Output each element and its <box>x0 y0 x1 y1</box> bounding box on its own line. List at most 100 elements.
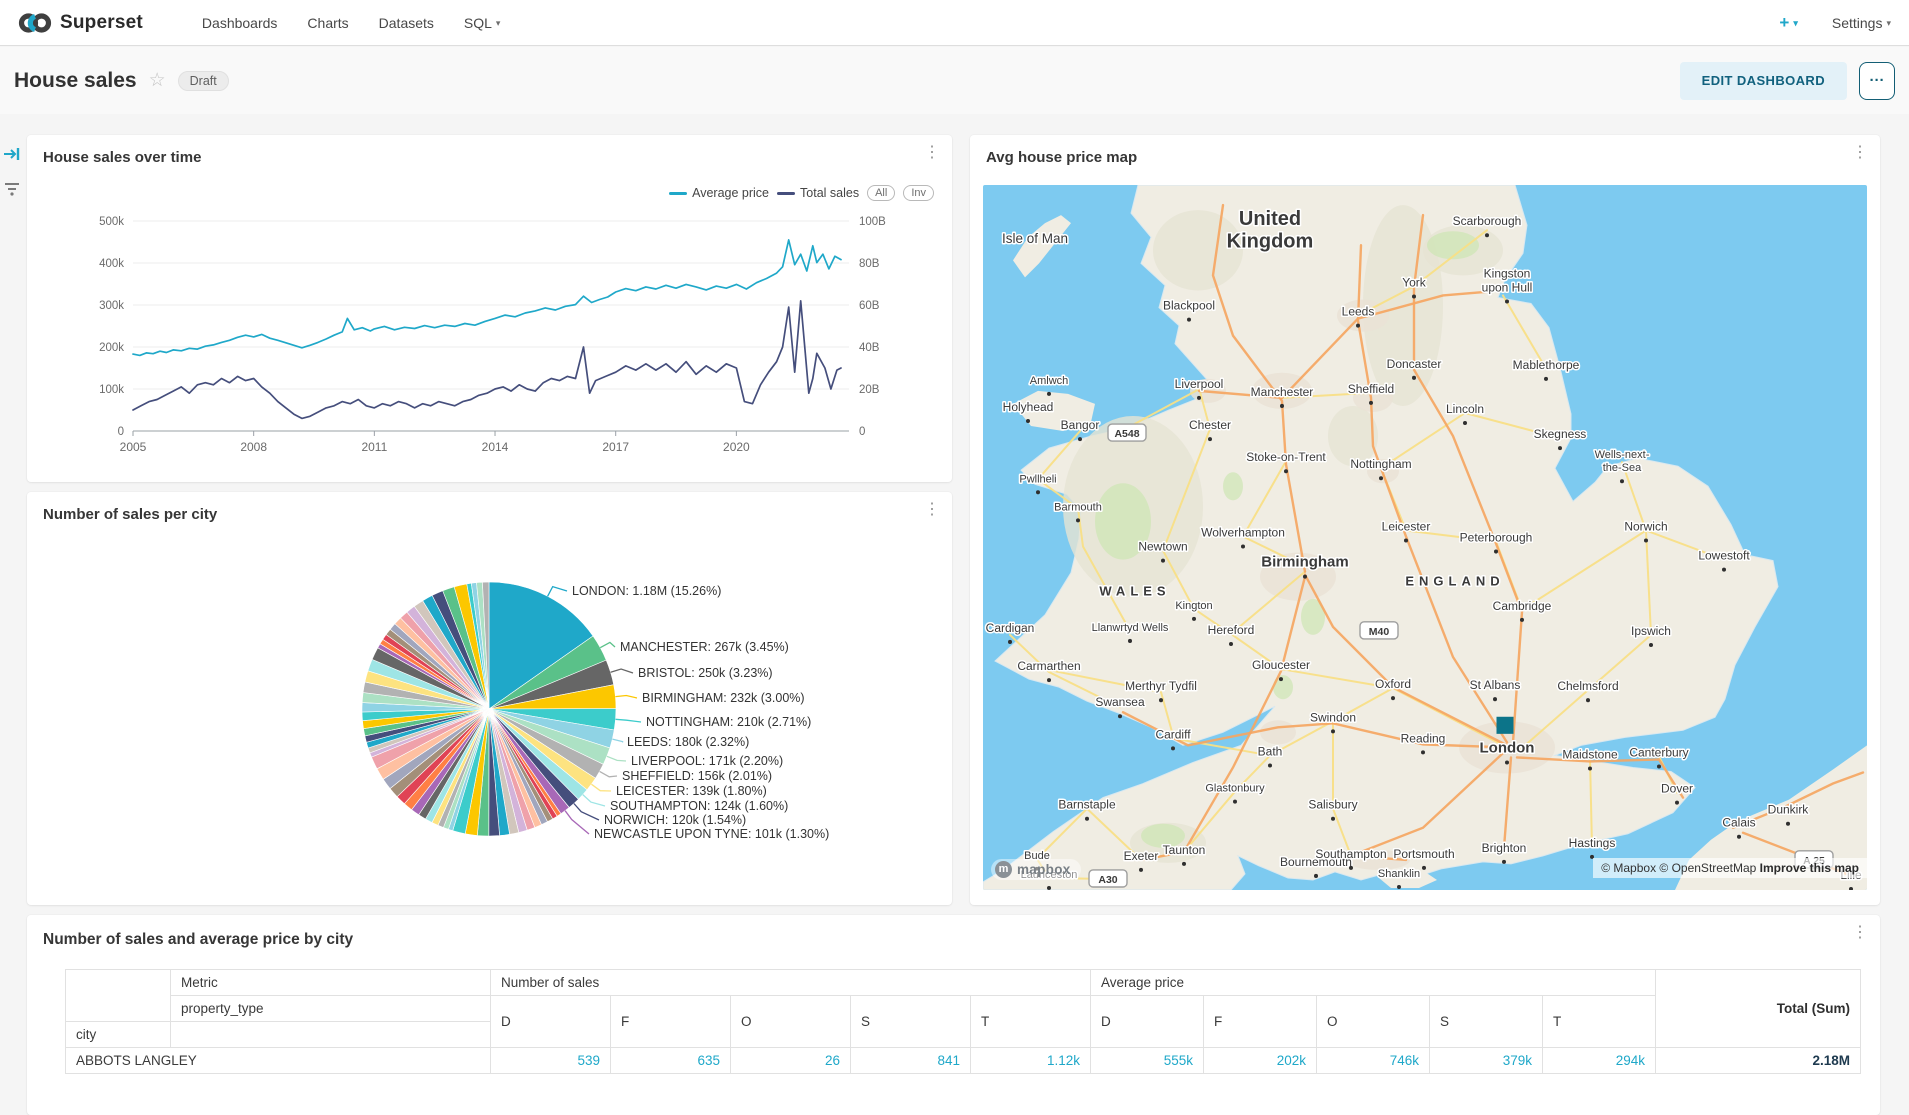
new-item-button[interactable]: + ▾ <box>1779 12 1798 32</box>
col-header-price-s[interactable]: S <box>1429 995 1543 1048</box>
map-label-swindon: Swindon <box>1310 710 1356 724</box>
city-header: city <box>65 1021 171 1048</box>
svg-text:80B: 80B <box>859 258 880 270</box>
map-label-amlwch: Amlwch <box>1030 375 1068 387</box>
total-sum-header: Total (Sum) <box>1655 969 1861 1048</box>
col-header-price-d[interactable]: D <box>1090 995 1204 1048</box>
map-label-maidstone: Maidstone <box>1562 747 1618 761</box>
nav-item-datasets[interactable]: Datasets <box>378 14 434 31</box>
group-header-average-price: Average price <box>1090 969 1656 996</box>
expand-filter-bar-icon[interactable] <box>3 146 25 167</box>
svg-text:2017: 2017 <box>602 440 629 454</box>
chart-card-sales-per-city: Number of sales per city ⋮ LONDON: 1.18M… <box>27 492 952 905</box>
map-price-marker-london[interactable] <box>1496 716 1514 734</box>
svg-text:2011: 2011 <box>361 440 387 454</box>
mapbox-logo-icon: m <box>995 861 1012 878</box>
svg-text:60B: 60B <box>859 300 880 312</box>
map-label-glastonbury: Glastonbury <box>1205 783 1265 795</box>
col-header-sales-f[interactable]: F <box>610 995 731 1048</box>
pie-chart[interactable]: LONDON: 1.18M (15.26%) MANCHESTER: 267k (… <box>27 492 952 905</box>
map-label-carmarthen: Carmarthen <box>1017 659 1080 673</box>
favorite-star-icon[interactable]: ☆ <box>148 70 166 91</box>
map-label-oxford: Oxford <box>1375 677 1411 691</box>
edit-dashboard-button[interactable]: EDIT DASHBOARD <box>1679 61 1847 100</box>
col-header-sales-s[interactable]: S <box>850 995 971 1048</box>
mapbox-logo[interactable]: m mapbox <box>991 859 1081 880</box>
map-label-brighton: Brighton <box>1482 841 1527 855</box>
col-header-sales-t[interactable]: T <box>970 995 1091 1048</box>
line-chart[interactable]: 0 0 100k 20B 200k 40B 300k 60B 400k 80B 500k 100B 20… <box>43 207 936 469</box>
nav-item-charts[interactable]: Charts <box>307 14 349 31</box>
map-label-newtown: Newtown <box>1138 540 1187 554</box>
map-label-ipswich: Ipswich <box>1631 624 1671 638</box>
map-label-lowestoft: Lowestoft <box>1698 549 1750 563</box>
col-header-price-t[interactable]: T <box>1542 995 1656 1048</box>
map-label-lincoln: Lincoln <box>1446 402 1484 416</box>
map-label-launceston: Launceston <box>1021 869 1078 881</box>
superset-logo[interactable]: Superset <box>18 11 143 35</box>
map-label-pwllheli: Pwllheli <box>1019 473 1056 485</box>
settings-menu[interactable]: Settings ▾ <box>1831 14 1891 31</box>
map-label-england: ENGLAND <box>1405 574 1504 589</box>
map-label-nottingham: Nottingham <box>1350 457 1411 471</box>
svg-text:20B: 20B <box>859 384 880 396</box>
legend-item-total-sales[interactable]: Total sales <box>777 186 859 200</box>
series-total-sales <box>132 299 842 420</box>
legend-all-button[interactable]: All <box>867 185 896 201</box>
legend-item-average-price[interactable]: Average price <box>669 186 769 200</box>
col-header-price-o[interactable]: O <box>1316 995 1430 1048</box>
chart-title: Number of sales and average price by cit… <box>43 931 354 948</box>
map-label-bournemouth: Bournemouth <box>1280 855 1352 869</box>
chevron-down-icon: ▾ <box>1793 17 1798 28</box>
pie-label-sheffield: SHEFFIELD: 156k (2.01%) <box>622 769 772 783</box>
col-header-sales-o[interactable]: O <box>730 995 851 1048</box>
svg-text:2005: 2005 <box>120 440 147 454</box>
map-label-kington: Kington <box>1175 600 1212 612</box>
svg-text:0: 0 <box>859 426 865 438</box>
chart-title: House sales over time <box>43 149 202 166</box>
pie-label-liverpool: LIVERPOOL: 171k (2.20%) <box>631 754 783 768</box>
nav-item-sql[interactable]: SQL ▾ <box>463 14 501 31</box>
chart-menu-kebab-icon[interactable]: ⋮ <box>1852 144 1868 161</box>
pie-label-manchester: MANCHESTER: 267k (3.45%) <box>620 640 789 654</box>
map-label-norwich: Norwich <box>1624 519 1667 533</box>
nav-item-dashboards[interactable]: Dashboards <box>201 14 278 31</box>
series-average-price <box>132 239 842 357</box>
svg-text:0: 0 <box>118 426 124 438</box>
filter-bar-gutter <box>3 146 25 216</box>
map-label-reading: Reading <box>1401 731 1446 745</box>
map-label-bangor: Bangor <box>1061 418 1100 432</box>
map-label-london: London <box>1480 739 1535 756</box>
map-label-manchester: Manchester <box>1251 385 1314 399</box>
pivot-table[interactable]: Metric Number of sales Average price Total … <box>65 969 1861 1074</box>
legend-swatch-total-sales <box>777 191 796 195</box>
improve-map-link[interactable]: Improve this map <box>1759 861 1859 875</box>
map-label-holyhead: Holyhead <box>1003 400 1054 414</box>
svg-text:300k: 300k <box>99 300 124 312</box>
map-label-blackpool: Blackpool <box>1163 299 1215 313</box>
legend-inv-button[interactable]: Inv <box>903 185 934 201</box>
map-label-dunkirk: Dunkirk <box>1768 803 1810 817</box>
superset-infinity-icon <box>18 12 52 33</box>
row-city-name: ABBOTS LANGLEY <box>65 1047 491 1074</box>
svg-text:2020: 2020 <box>723 440 750 454</box>
chart-menu-kebab-icon[interactable]: ⋮ <box>924 144 940 161</box>
map-label-leicester: Leicester <box>1382 519 1431 533</box>
pie-label-leeds: LEEDS: 180k (2.32%) <box>627 735 749 749</box>
dashboard-more-button[interactable]: ··· <box>1859 61 1895 100</box>
chart-menu-kebab-icon[interactable]: ⋮ <box>1852 924 1868 941</box>
chart-menu-kebab-icon[interactable]: ⋮ <box>924 501 940 518</box>
map-label-barnstaple: Barnstaple <box>1058 798 1116 812</box>
svg-text:500k: 500k <box>99 216 124 228</box>
col-header-sales-d[interactable]: D <box>490 995 611 1048</box>
map-label-chelmsford: Chelmsford <box>1557 679 1618 693</box>
map-label-doncaster: Doncaster <box>1387 357 1442 371</box>
filter-icon[interactable] <box>3 181 25 202</box>
col-header-price-f[interactable]: F <box>1203 995 1317 1048</box>
map-viewport[interactable]: A548M40A30A 25UnitedKingdomENGLANDWALESI… <box>983 185 1867 890</box>
svg-text:M40: M40 <box>1369 626 1390 638</box>
map-label-skegness: Skegness <box>1534 427 1587 441</box>
map-label-hastings: Hastings <box>1569 836 1616 850</box>
map-label-scarborough: Scarborough <box>1453 214 1522 228</box>
svg-text:400k: 400k <box>99 258 124 270</box>
